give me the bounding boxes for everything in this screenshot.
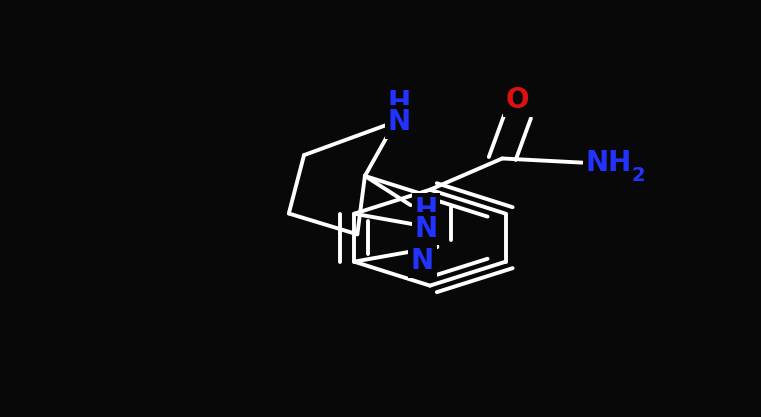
Text: N: N xyxy=(387,108,411,136)
Text: 2: 2 xyxy=(632,166,645,185)
Text: H: H xyxy=(415,196,438,224)
Text: O: O xyxy=(506,86,529,114)
Text: NH: NH xyxy=(586,148,632,177)
Text: H: H xyxy=(387,89,411,117)
Text: N: N xyxy=(415,214,438,243)
Text: N: N xyxy=(411,247,434,276)
